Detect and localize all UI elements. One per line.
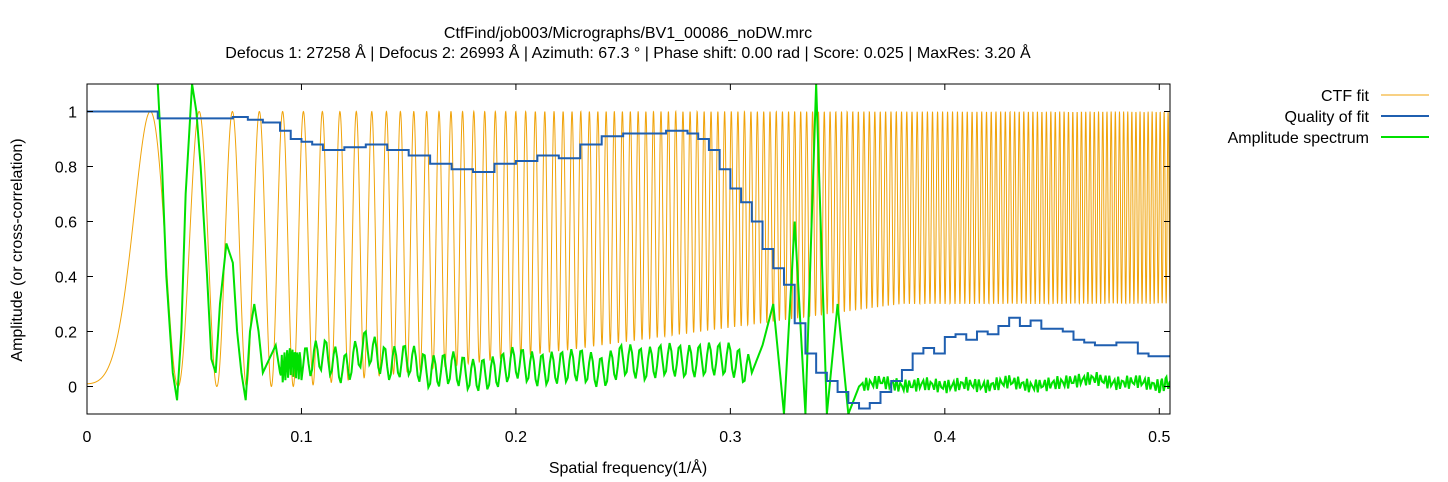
legend-label: Amplitude spectrum: [1228, 130, 1369, 147]
y-tick: 0.2: [55, 325, 1170, 342]
y-tick-label: 0.8: [55, 160, 77, 177]
legend: CTF fit Quality of fit Amplitude spectrum: [1228, 88, 1429, 147]
x-tick-label: 0.5: [1148, 429, 1170, 446]
plot-frame: [86, 83, 1171, 415]
y-tick-label: 0: [68, 380, 77, 397]
y-axis-label: Amplitude (or cross-correlation): [9, 138, 26, 361]
y-tick-label: 0.2: [55, 325, 77, 342]
x-tick: 0.1: [290, 84, 313, 446]
x-tick-label: 0: [83, 429, 92, 446]
y-tick: 0.4: [55, 270, 1170, 287]
y-tick: 0.8: [55, 160, 1170, 177]
chart-subtitle: Defocus 1: 27258 Å | Defocus 2: 26993 Å …: [225, 43, 1031, 62]
x-tick: 0.4: [934, 84, 956, 446]
x-tick-label: 0.3: [719, 429, 741, 446]
y-tick: 0.6: [55, 215, 1170, 232]
legend-entry: Quality of fit: [1285, 109, 1429, 126]
legend-label: CTF fit: [1321, 88, 1370, 105]
x-tick: 0.3: [719, 84, 742, 446]
amplitude-spectrum-line: [156, 84, 1170, 414]
y-tick-label: 0.4: [55, 270, 77, 287]
x-tick-label: 0.4: [934, 429, 956, 446]
x-tick-label: 0.2: [505, 429, 527, 446]
chart-title: CtfFind/job003/Micrographs/BV1_00086_noD…: [444, 25, 812, 42]
y-tick-label: 0.6: [55, 215, 77, 232]
legend-entry: CTF fit: [1321, 88, 1429, 105]
x-axis-label: Spatial frequency(1/Å): [549, 458, 707, 477]
x-tick: 0.2: [505, 84, 527, 446]
x-tick: 0: [83, 84, 92, 446]
quality-of-fit-line: [87, 110, 1170, 410]
x-tick: 0.5: [1148, 84, 1170, 446]
legend-entry: Amplitude spectrum: [1228, 130, 1429, 147]
y-axis: 0 0.2 0.4 0.6 0.8 1: [55, 105, 1170, 397]
y-tick-label: 1: [68, 105, 77, 122]
y-tick: 0: [68, 380, 1170, 397]
y-tick: 1: [68, 105, 1170, 122]
ctf-fit-line: [87, 109, 1170, 388]
series-layer: [87, 84, 1170, 414]
legend-label: Quality of fit: [1285, 109, 1370, 126]
x-tick-label: 0.1: [290, 429, 312, 446]
x-axis: 0 0.1 0.2 0.3 0.4 0.5: [83, 84, 1170, 446]
